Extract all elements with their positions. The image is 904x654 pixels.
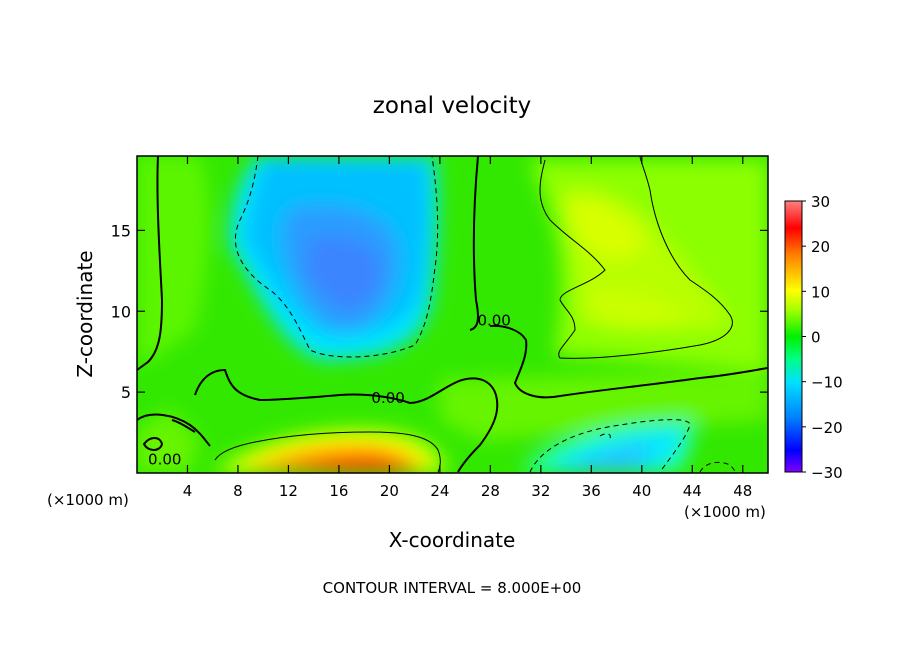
contour-label: 0.00 [477,311,510,329]
y-tick-label: 15 [111,221,131,240]
zero-contour-middle [137,368,499,473]
colorbar-tick-label: 0 [811,329,821,347]
x-tick-label: 16 [329,482,348,500]
zero-contour-left [137,156,164,371]
x-tick-label: 20 [380,482,399,500]
chart-title: zonal velocity [373,93,531,119]
pos-contour-lower [214,431,441,473]
x-tick-label: 32 [531,482,550,500]
heatmap-field [137,156,768,473]
colorbar: 30 20 10 0 −10 −20 −30 [784,193,843,482]
x-tick-label: 4 [183,482,193,500]
contour-label: 0.00 [371,389,404,407]
colorbar-tick-label: 20 [811,238,830,256]
neg-contour-lower [529,419,691,473]
contour-labels: 0.00 0.00 0.00 [148,311,511,468]
colorbar-tick-label: −30 [811,464,843,482]
neg-contour-upper [235,156,439,358]
pos-contour-upper [539,156,733,359]
zero-contour-small [142,437,164,451]
y-axis-label: Z-coordinate [73,250,97,377]
contour-interval-note: CONTOUR INTERVAL = 8.000E+00 [323,579,582,597]
plot-frame [136,155,769,474]
colorbar-scale [784,200,803,473]
x-tick-label: 28 [481,482,500,500]
x-unit-right: (×1000 m) [684,503,766,521]
x-tick-label: 36 [582,482,601,500]
colorbar-tick-label: −10 [811,374,843,392]
colorbar-tick-label: 30 [811,193,830,211]
y-tick-label: 10 [111,302,131,321]
x-tick-label: 48 [733,482,752,500]
colorbar-tick-label: 10 [811,283,830,301]
contour-label: 0.00 [148,450,181,468]
x-tick-label: 24 [430,482,449,500]
x-unit-left: (×1000 m) [47,491,129,509]
x-tick-label: 44 [683,482,702,500]
zero-contour-right [469,156,768,399]
x-tick-label: 40 [632,482,651,500]
contour-lines [137,156,768,473]
colorbar-ticks: 30 20 10 0 −10 −20 −30 [802,193,843,482]
x-tick-label: 8 [233,482,243,500]
y-tick-label: 5 [121,383,131,402]
x-tick-label: 12 [279,482,298,500]
colorbar-tick-label: −20 [811,419,843,437]
x-axis-label: X-coordinate [389,528,516,552]
